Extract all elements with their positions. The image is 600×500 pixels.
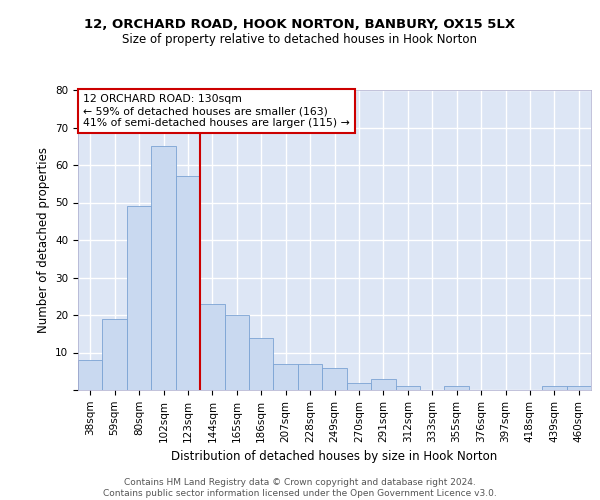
Bar bbox=[249, 338, 274, 390]
Bar bbox=[224, 315, 249, 390]
Bar bbox=[200, 304, 224, 390]
Bar bbox=[274, 364, 298, 390]
X-axis label: Distribution of detached houses by size in Hook Norton: Distribution of detached houses by size … bbox=[172, 450, 497, 463]
Bar bbox=[371, 379, 395, 390]
Text: 12 ORCHARD ROAD: 130sqm
← 59% of detached houses are smaller (163)
41% of semi-d: 12 ORCHARD ROAD: 130sqm ← 59% of detache… bbox=[83, 94, 350, 128]
Bar bbox=[347, 382, 371, 390]
Bar bbox=[298, 364, 322, 390]
Bar bbox=[445, 386, 469, 390]
Bar bbox=[103, 319, 127, 390]
Bar bbox=[78, 360, 103, 390]
Text: Size of property relative to detached houses in Hook Norton: Size of property relative to detached ho… bbox=[122, 32, 478, 46]
Bar bbox=[176, 176, 200, 390]
Bar bbox=[127, 206, 151, 390]
Bar bbox=[566, 386, 591, 390]
Bar bbox=[542, 386, 566, 390]
Bar bbox=[151, 146, 176, 390]
Text: 12, ORCHARD ROAD, HOOK NORTON, BANBURY, OX15 5LX: 12, ORCHARD ROAD, HOOK NORTON, BANBURY, … bbox=[85, 18, 515, 30]
Bar bbox=[395, 386, 420, 390]
Bar bbox=[322, 368, 347, 390]
Y-axis label: Number of detached properties: Number of detached properties bbox=[37, 147, 50, 333]
Text: Contains HM Land Registry data © Crown copyright and database right 2024.
Contai: Contains HM Land Registry data © Crown c… bbox=[103, 478, 497, 498]
